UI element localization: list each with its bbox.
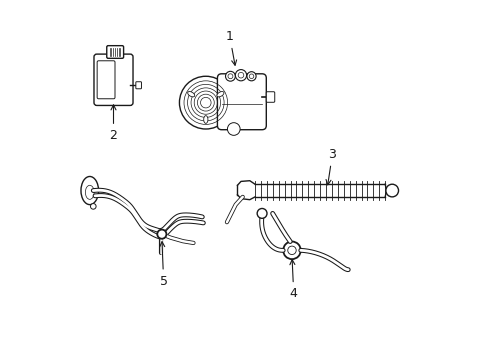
FancyBboxPatch shape <box>94 54 133 105</box>
Ellipse shape <box>187 91 194 97</box>
Circle shape <box>90 203 96 209</box>
Circle shape <box>238 72 244 78</box>
Circle shape <box>227 123 240 135</box>
Text: 1: 1 <box>225 30 236 65</box>
Text: 5: 5 <box>159 242 167 288</box>
Circle shape <box>225 71 235 81</box>
Ellipse shape <box>217 91 224 97</box>
Circle shape <box>235 69 246 81</box>
FancyBboxPatch shape <box>106 46 123 58</box>
FancyBboxPatch shape <box>136 82 141 89</box>
FancyBboxPatch shape <box>266 92 274 102</box>
FancyBboxPatch shape <box>217 74 266 130</box>
Circle shape <box>157 230 166 239</box>
Ellipse shape <box>85 185 94 199</box>
Circle shape <box>287 246 296 255</box>
Circle shape <box>283 242 300 259</box>
Text: 3: 3 <box>325 148 336 185</box>
Circle shape <box>246 72 256 81</box>
Text: 4: 4 <box>289 260 297 300</box>
Circle shape <box>179 76 232 129</box>
Circle shape <box>257 208 266 218</box>
Circle shape <box>227 74 232 79</box>
Circle shape <box>385 184 398 197</box>
Ellipse shape <box>81 176 99 204</box>
Circle shape <box>249 74 253 78</box>
Text: 2: 2 <box>109 105 117 142</box>
Ellipse shape <box>203 116 207 123</box>
FancyBboxPatch shape <box>97 61 115 99</box>
